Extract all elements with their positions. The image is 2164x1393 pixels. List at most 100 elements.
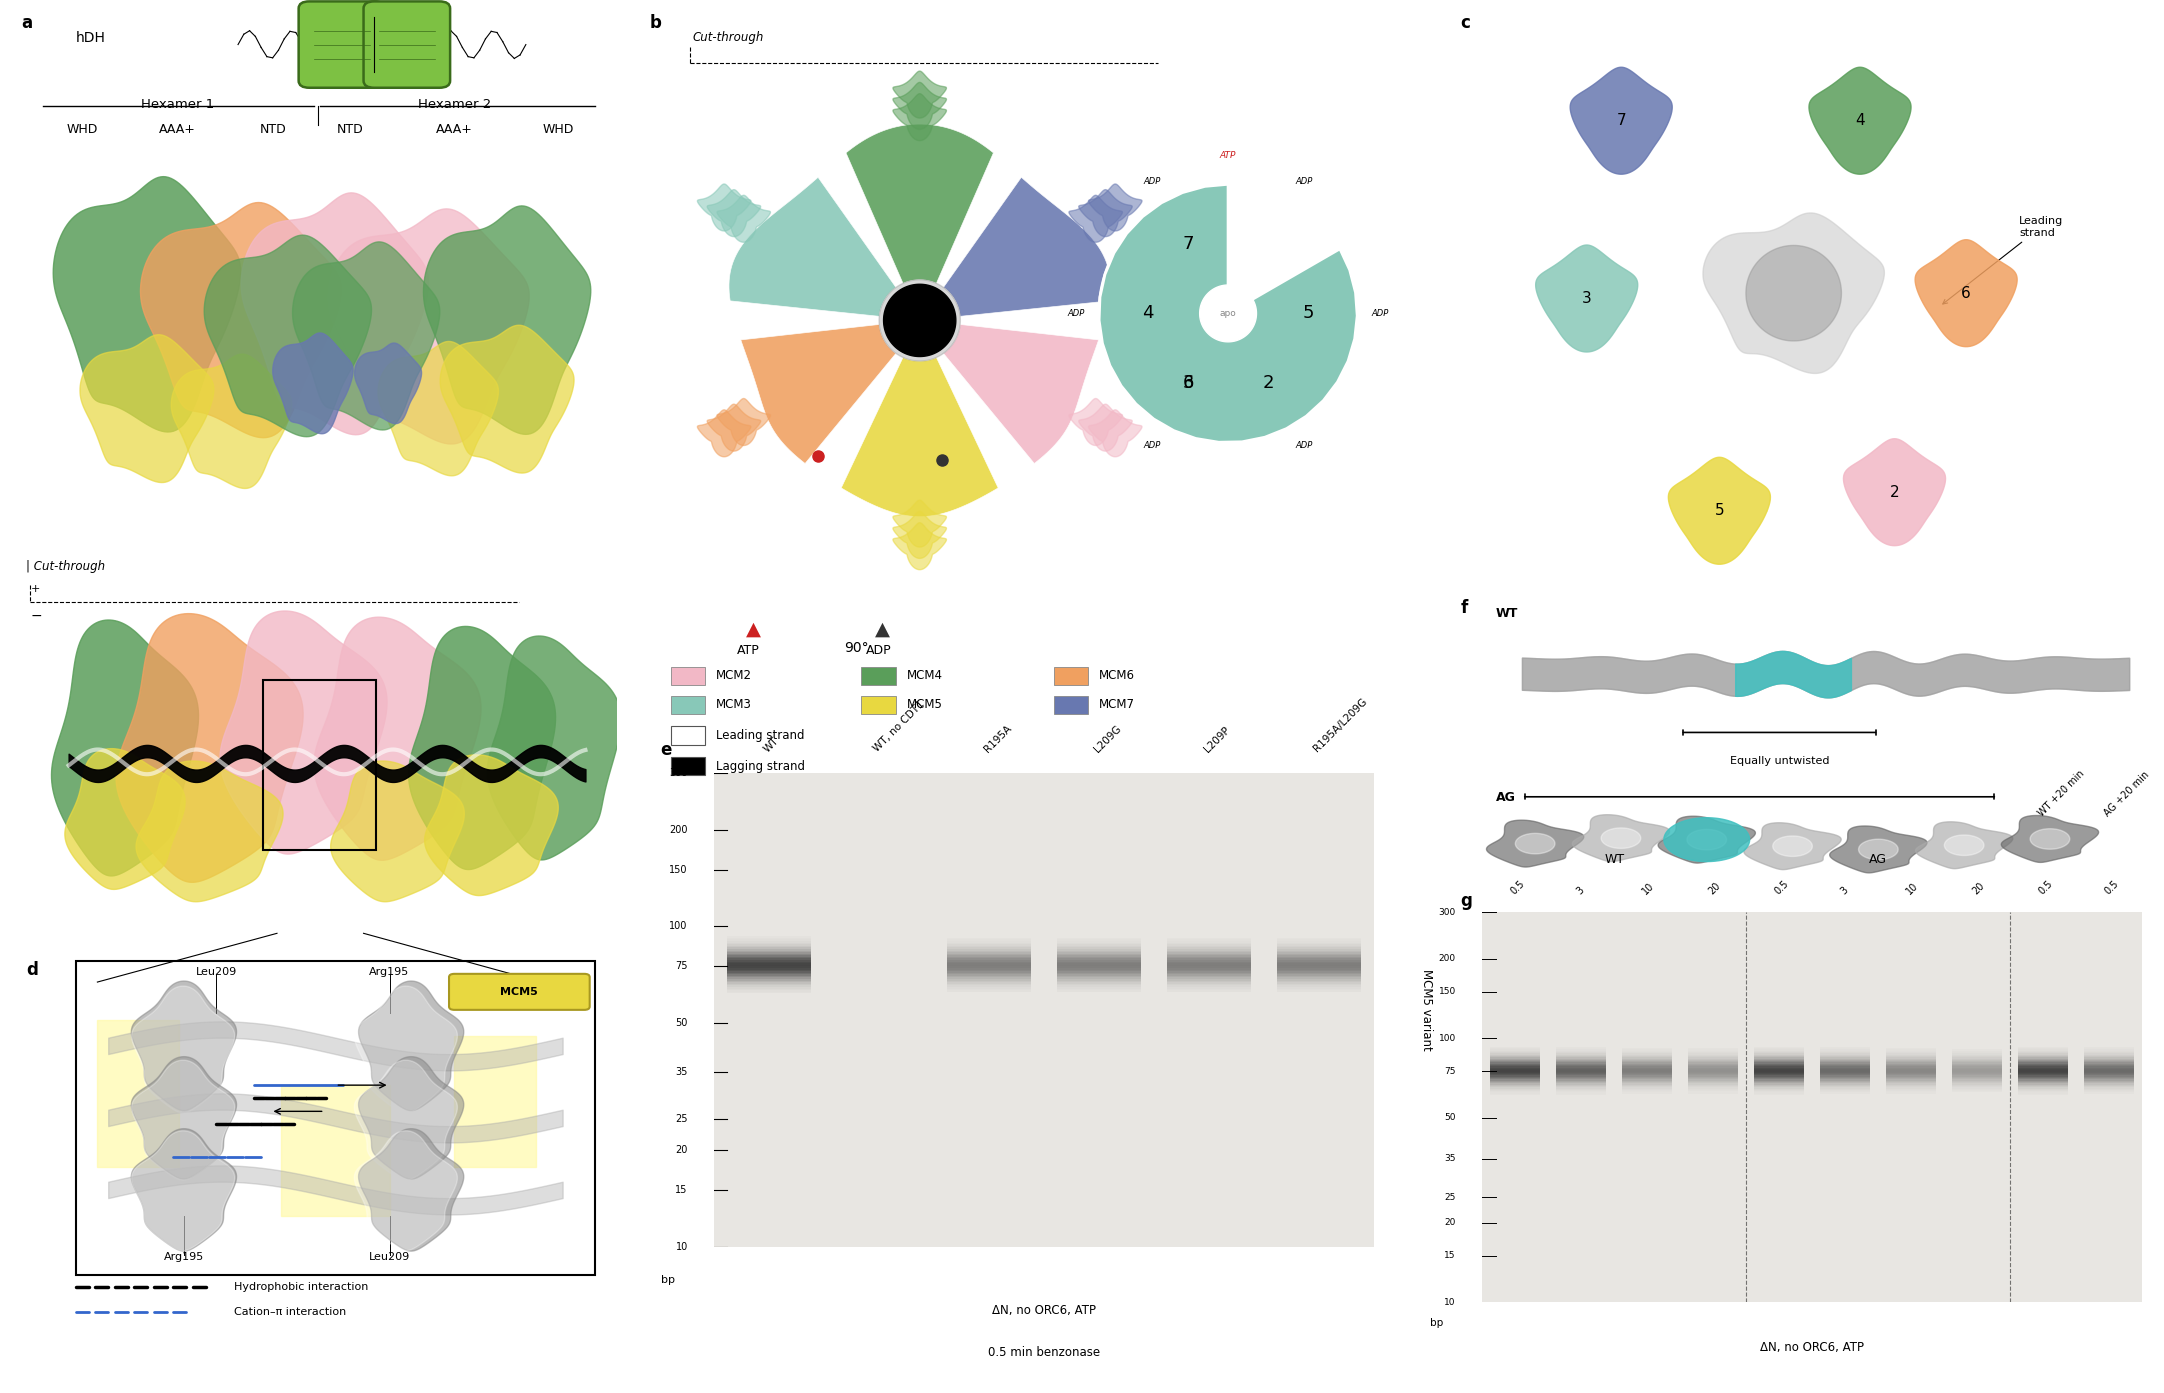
Text: MCM3: MCM3 xyxy=(716,698,753,712)
Bar xyxy=(948,985,1030,988)
Text: d: d xyxy=(26,961,37,979)
Bar xyxy=(1058,989,1140,990)
Polygon shape xyxy=(54,177,240,432)
Text: Leading strand: Leading strand xyxy=(716,729,805,742)
Text: AAA+: AAA+ xyxy=(158,123,197,135)
Polygon shape xyxy=(894,511,946,559)
Bar xyxy=(1277,988,1361,989)
Polygon shape xyxy=(1945,834,1984,855)
Text: Leu209: Leu209 xyxy=(195,967,238,978)
Polygon shape xyxy=(141,202,342,437)
Text: 10: 10 xyxy=(1904,882,1919,897)
FancyBboxPatch shape xyxy=(861,696,896,713)
Polygon shape xyxy=(273,333,353,433)
Text: ADP: ADP xyxy=(1296,442,1314,450)
Bar xyxy=(1166,943,1251,944)
FancyBboxPatch shape xyxy=(671,666,705,684)
Bar xyxy=(1277,968,1361,970)
Text: ▲: ▲ xyxy=(876,620,889,639)
Polygon shape xyxy=(1915,822,2013,869)
Polygon shape xyxy=(439,325,573,474)
Text: 100: 100 xyxy=(1439,1034,1456,1043)
Bar xyxy=(948,947,1030,949)
Text: 3: 3 xyxy=(1573,886,1586,897)
Text: 100: 100 xyxy=(669,921,688,931)
Polygon shape xyxy=(1487,820,1584,866)
Text: 15: 15 xyxy=(1443,1251,1456,1261)
Bar xyxy=(1166,983,1251,985)
Bar xyxy=(727,937,812,939)
Bar xyxy=(1058,939,1140,942)
Text: a: a xyxy=(22,14,32,32)
Bar xyxy=(1166,957,1251,958)
Text: 20: 20 xyxy=(1705,880,1723,897)
Bar xyxy=(727,961,812,963)
Bar xyxy=(948,974,1030,976)
Text: 10: 10 xyxy=(1443,1298,1456,1307)
Bar xyxy=(948,982,1030,983)
Bar xyxy=(1277,979,1361,981)
FancyBboxPatch shape xyxy=(861,666,896,684)
Bar xyxy=(727,958,812,960)
Text: AG: AG xyxy=(1870,853,1887,865)
Polygon shape xyxy=(65,748,186,889)
Text: 2: 2 xyxy=(1262,373,1275,391)
Polygon shape xyxy=(329,209,530,444)
Bar xyxy=(1166,982,1251,983)
Bar xyxy=(1058,960,1140,961)
Bar xyxy=(1166,947,1251,949)
Text: 25: 25 xyxy=(1446,1192,1456,1202)
Bar xyxy=(948,988,1030,989)
Text: WT: WT xyxy=(762,736,781,754)
Text: Hexamer 2: Hexamer 2 xyxy=(418,98,491,110)
Bar xyxy=(1058,971,1140,972)
Polygon shape xyxy=(708,404,762,451)
Polygon shape xyxy=(331,761,465,901)
Bar xyxy=(727,947,812,949)
Text: 4: 4 xyxy=(1143,305,1153,322)
Text: 75: 75 xyxy=(1443,1067,1456,1075)
Bar xyxy=(948,961,1030,963)
Polygon shape xyxy=(1080,404,1132,451)
Bar xyxy=(1277,951,1361,954)
Bar xyxy=(1058,963,1140,965)
Text: ΔN, no ORC6, ATP: ΔN, no ORC6, ATP xyxy=(1759,1341,1865,1354)
Text: ADP: ADP xyxy=(1372,309,1389,318)
Bar xyxy=(1058,937,1140,939)
Text: bp: bp xyxy=(660,1275,675,1286)
Bar xyxy=(1277,978,1361,979)
Text: −: − xyxy=(30,609,41,623)
Bar xyxy=(1166,988,1251,989)
Text: MCM5 variant: MCM5 variant xyxy=(1420,970,1433,1050)
Polygon shape xyxy=(132,986,234,1113)
Polygon shape xyxy=(1536,245,1638,352)
Polygon shape xyxy=(1515,833,1556,854)
Text: MCM2: MCM2 xyxy=(716,669,753,683)
Bar xyxy=(1277,985,1361,988)
Polygon shape xyxy=(1658,816,1755,864)
Polygon shape xyxy=(1571,67,1673,174)
Polygon shape xyxy=(1601,827,1640,848)
Text: 200: 200 xyxy=(1439,954,1456,964)
Text: Cut-through: Cut-through xyxy=(692,31,764,43)
Bar xyxy=(948,968,1030,970)
Polygon shape xyxy=(1099,184,1357,442)
Polygon shape xyxy=(132,1057,236,1178)
Bar xyxy=(1277,939,1361,942)
Text: +: + xyxy=(30,584,39,595)
Bar xyxy=(727,939,812,942)
Bar xyxy=(1277,954,1361,956)
Bar xyxy=(1166,960,1251,961)
Text: 300: 300 xyxy=(669,768,688,779)
Bar xyxy=(948,967,1030,968)
Bar xyxy=(1058,961,1140,963)
Polygon shape xyxy=(1117,184,1227,313)
Text: Cation–π interaction: Cation–π interaction xyxy=(234,1307,346,1318)
Polygon shape xyxy=(1844,439,1945,546)
Bar xyxy=(948,970,1030,971)
Text: WT: WT xyxy=(1495,607,1517,620)
Text: b: b xyxy=(649,14,660,32)
Polygon shape xyxy=(1915,240,2017,347)
Bar xyxy=(948,990,1030,992)
Polygon shape xyxy=(1664,818,1751,862)
